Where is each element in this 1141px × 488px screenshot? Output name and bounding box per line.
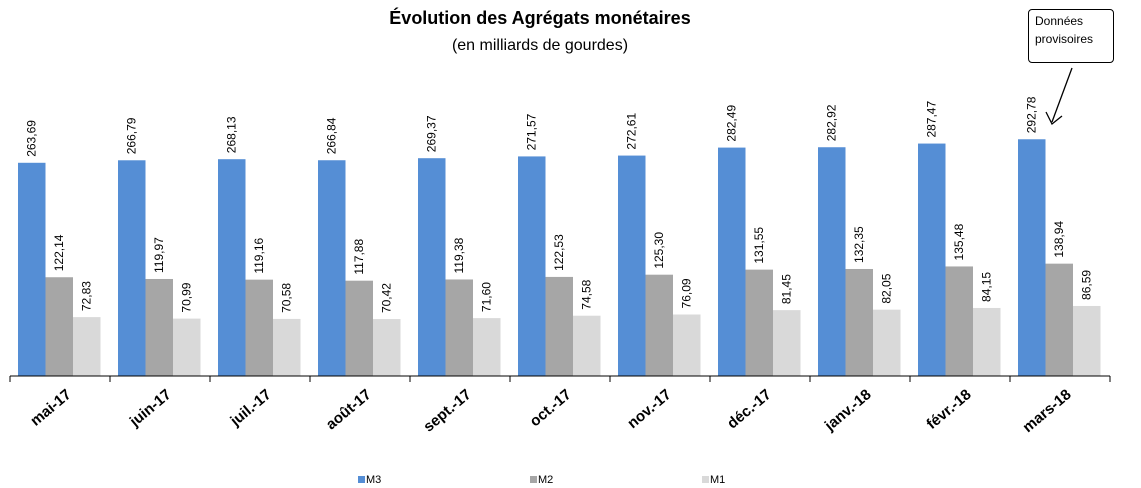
value-label: 70,58 <box>280 283 294 313</box>
bar <box>273 318 301 376</box>
value-label: 268,13 <box>225 116 239 153</box>
x-tick-label: déc.-17 <box>724 386 775 432</box>
bar <box>345 280 373 376</box>
bar <box>1045 263 1073 376</box>
value-label: 292,78 <box>1025 96 1039 133</box>
value-label: 119,38 <box>452 237 466 273</box>
legend-label: M2 <box>538 474 553 486</box>
value-label: 70,42 <box>380 283 394 313</box>
bar <box>1018 139 1046 376</box>
value-label: 84,15 <box>980 272 994 302</box>
value-label: 131,55 <box>752 227 766 264</box>
value-label: 287,47 <box>925 101 939 138</box>
bar <box>773 310 801 376</box>
bar <box>1073 305 1101 376</box>
x-tick-label: juil.-17 <box>226 386 274 430</box>
value-label: 86,59 <box>1080 270 1094 300</box>
value-label: 119,16 <box>252 238 266 274</box>
legend-label: M1 <box>710 474 725 486</box>
x-tick-label: janv.-18 <box>821 386 875 435</box>
annotation: Données provisoires <box>1028 9 1114 63</box>
bar <box>645 274 673 376</box>
x-tick-label: oct.-17 <box>527 386 575 430</box>
value-label: 138,94 <box>1052 221 1066 258</box>
bar <box>318 160 346 376</box>
x-tick-label: mars-18 <box>1020 386 1075 436</box>
bar <box>545 276 573 376</box>
bar <box>45 277 73 376</box>
bar <box>973 307 1001 376</box>
legend-label: M3 <box>366 474 381 486</box>
bar <box>418 158 446 376</box>
value-label: 272,61 <box>625 113 639 150</box>
value-label: 263,69 <box>25 120 39 157</box>
value-label: 71,60 <box>480 282 494 312</box>
value-label: 266,79 <box>125 117 139 154</box>
bar <box>618 155 646 376</box>
value-label: 271,57 <box>525 113 539 150</box>
bar <box>218 159 246 376</box>
bar <box>18 162 46 376</box>
bar <box>945 266 973 376</box>
value-label: 117,88 <box>352 239 366 275</box>
chart-title: Évolution des Agrégats monétaires <box>389 7 690 28</box>
bar <box>445 279 473 376</box>
annotation-arrowhead <box>1045 111 1063 126</box>
value-label: 122,53 <box>552 234 566 271</box>
bar <box>718 147 746 376</box>
value-label: 119,97 <box>152 237 166 273</box>
x-tick-label: sept.-17 <box>420 386 474 435</box>
bar <box>873 309 901 376</box>
bar <box>473 318 501 376</box>
bar <box>245 279 273 376</box>
bar <box>73 317 101 376</box>
bar <box>573 315 601 376</box>
bar <box>518 156 546 376</box>
bar <box>745 269 773 376</box>
bar <box>918 143 946 376</box>
x-tick-label: mai-17 <box>27 386 74 430</box>
value-label: 266,84 <box>325 117 339 154</box>
x-tick-label: nov.-17 <box>624 386 674 432</box>
value-label: 82,05 <box>880 273 894 303</box>
legend-swatch <box>530 476 537 483</box>
annotation-arrow <box>1051 67 1073 123</box>
bar <box>173 318 201 376</box>
legend-swatch <box>358 476 365 483</box>
value-label: 122,14 <box>52 234 66 271</box>
bar <box>145 278 173 376</box>
bar <box>818 147 846 376</box>
value-label: 70,99 <box>180 282 194 312</box>
value-label: 132,35 <box>852 226 866 263</box>
bar <box>673 314 701 376</box>
value-label: 76,09 <box>680 278 694 308</box>
value-label: 269,37 <box>425 115 439 152</box>
value-label: 72,83 <box>80 281 94 311</box>
value-label: 74,58 <box>580 279 594 309</box>
value-label: 282,49 <box>725 105 739 142</box>
value-label: 135,48 <box>952 223 966 260</box>
legend-swatch <box>702 476 709 483</box>
value-label: 81,45 <box>780 274 794 304</box>
bar <box>373 319 401 376</box>
x-tick-label: août-17 <box>323 386 375 433</box>
bar <box>845 268 873 376</box>
bar <box>118 160 146 376</box>
x-tick-label: juin-17 <box>126 386 175 431</box>
chart-subtitle: (en milliards de gourdes) <box>452 37 628 54</box>
value-label: 282,92 <box>825 104 839 141</box>
x-tick-label: févr.-18 <box>923 386 974 433</box>
value-label: 125,30 <box>652 232 666 269</box>
